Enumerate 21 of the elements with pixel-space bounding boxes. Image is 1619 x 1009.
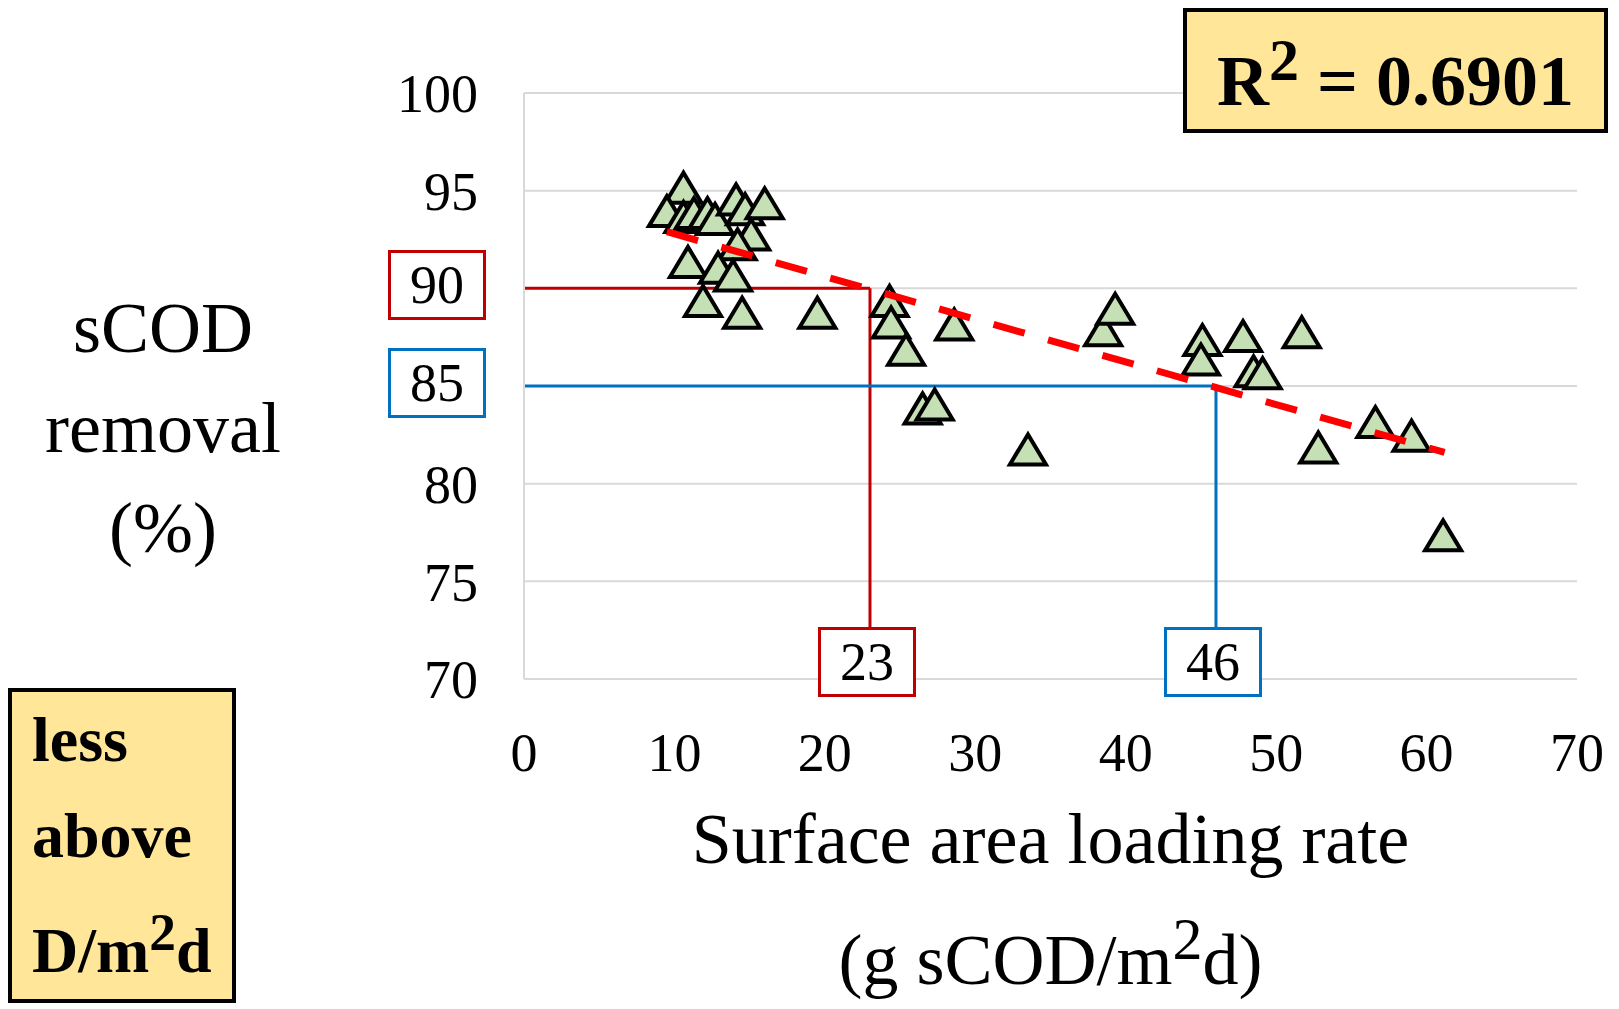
value-box: 23 — [818, 627, 916, 697]
x-axis-title: Surface area loading rate (g sCOD/m$^{2}$d) — [691, 799, 1410, 1000]
value-box: 85 — [388, 348, 486, 418]
x-tick-label: 40 — [1098, 723, 1153, 784]
y-tick-label: 95 — [424, 161, 478, 222]
y-tick-label: 100 — [397, 64, 478, 125]
value-box: 46 — [1163, 627, 1262, 697]
x-tick-label: 0 — [510, 723, 538, 784]
y-tick-label: 80 — [424, 454, 478, 515]
y-tick-label: 70 — [424, 650, 478, 711]
x-tick-label: 10 — [647, 723, 702, 784]
value-box: 90 — [388, 250, 486, 321]
text: less above D/m$^{2}$d — [32, 704, 212, 987]
annotation: R$^{2}$ = 0.6901 — [1216, 27, 1574, 121]
x-tick-label: 60 — [1399, 723, 1454, 784]
x-tick-label: 70 — [1550, 723, 1604, 784]
y-tick-label: 75 — [424, 552, 478, 613]
x-tick-label: 30 — [948, 723, 1003, 784]
y-axis-title: sCOD removal (%) — [45, 288, 281, 568]
x-tick-label: 50 — [1249, 723, 1304, 784]
x-tick-label: 20 — [797, 723, 852, 784]
